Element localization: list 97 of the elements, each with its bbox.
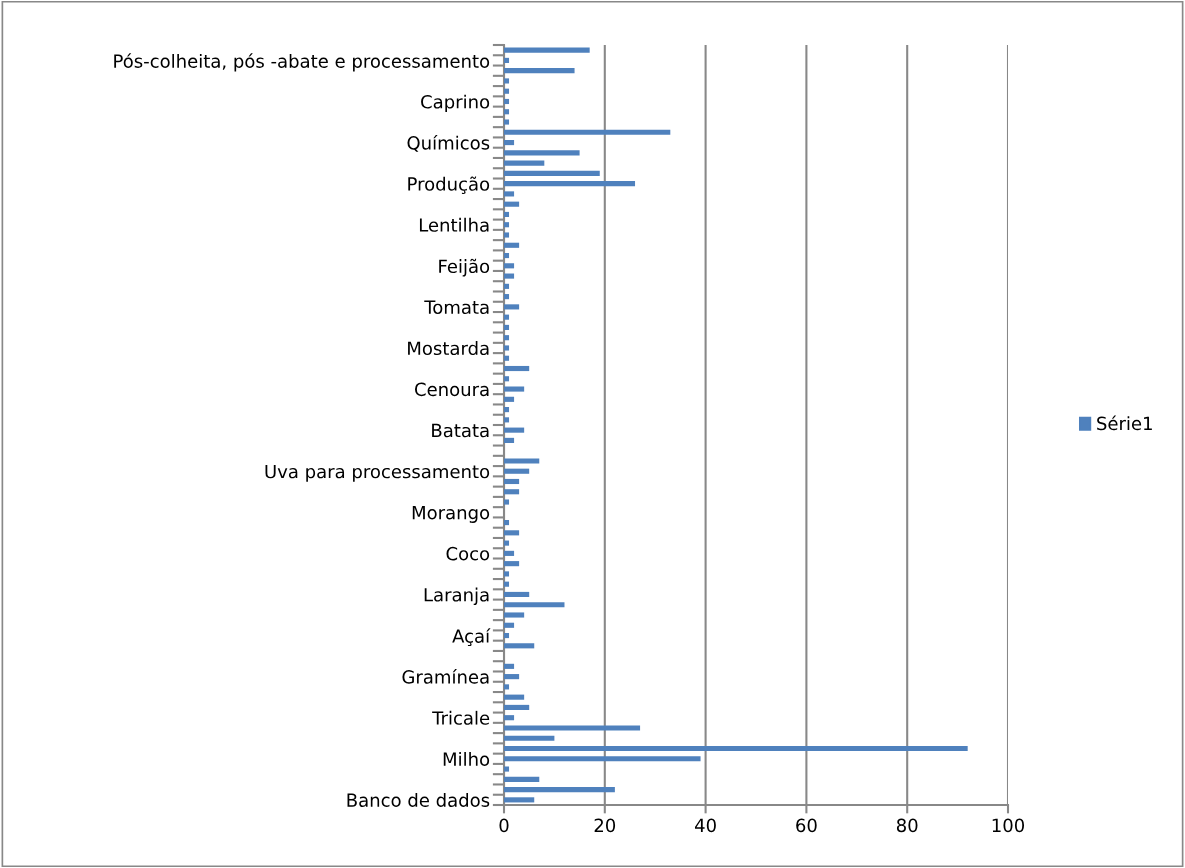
y-tick-label: Produção bbox=[408, 176, 490, 195]
bar bbox=[504, 622, 515, 628]
bar bbox=[504, 386, 525, 392]
x-tick-label: 20 bbox=[594, 818, 616, 833]
bar bbox=[504, 365, 530, 372]
bar bbox=[504, 407, 510, 413]
bar bbox=[504, 181, 636, 187]
bar bbox=[504, 520, 510, 526]
bar bbox=[504, 427, 525, 433]
bar bbox=[504, 47, 590, 53]
y-tick-label: Caprino bbox=[421, 94, 490, 113]
bar bbox=[504, 704, 530, 710]
bar bbox=[504, 602, 565, 608]
y-tick-label: Morango bbox=[412, 505, 490, 523]
bar bbox=[504, 797, 535, 803]
x-tick-label: 100 bbox=[992, 818, 1025, 833]
y-tick-label: Mostarda bbox=[408, 341, 489, 356]
y-tick-label: Banco de dados bbox=[347, 793, 490, 807]
y-tick-label: Feijão bbox=[439, 258, 490, 277]
x-tick-label: 0 bbox=[499, 818, 509, 833]
bar bbox=[504, 561, 520, 567]
bar bbox=[504, 201, 520, 207]
bar bbox=[504, 643, 535, 649]
y-tick-label: Batata bbox=[432, 423, 489, 438]
bar bbox=[504, 417, 510, 423]
bar bbox=[504, 119, 510, 125]
bar bbox=[504, 324, 510, 330]
bar bbox=[504, 242, 520, 248]
bar bbox=[504, 571, 510, 577]
bar bbox=[504, 252, 510, 259]
bar bbox=[504, 550, 515, 556]
bar bbox=[504, 437, 515, 443]
bar bbox=[504, 674, 520, 680]
y-tick-label: Laranja bbox=[424, 587, 489, 606]
bar bbox=[504, 499, 510, 505]
bar bbox=[504, 756, 701, 762]
bar bbox=[504, 150, 580, 156]
y-tick-label: Uva para processamento bbox=[265, 464, 490, 482]
bar bbox=[504, 314, 510, 320]
bar bbox=[504, 355, 510, 361]
bar bbox=[504, 160, 545, 166]
bar bbox=[504, 468, 530, 474]
bar bbox=[504, 273, 515, 279]
bar bbox=[504, 294, 510, 300]
bar bbox=[504, 478, 520, 485]
bar bbox=[504, 222, 510, 228]
y-tick-label: Cenoura bbox=[414, 382, 489, 397]
bar bbox=[504, 376, 510, 382]
bar bbox=[504, 283, 510, 289]
bar bbox=[504, 612, 525, 618]
y-tick-label: Milho bbox=[443, 751, 490, 766]
bar bbox=[504, 191, 515, 197]
bar bbox=[504, 335, 510, 341]
bar bbox=[504, 725, 641, 731]
bar bbox=[504, 78, 510, 84]
legend-label: Série1 bbox=[1097, 415, 1152, 431]
bar bbox=[504, 458, 540, 464]
bar bbox=[504, 766, 510, 772]
bar bbox=[504, 88, 510, 94]
bar bbox=[504, 735, 555, 741]
x-tick-label: 40 bbox=[695, 818, 716, 833]
bar bbox=[504, 232, 510, 238]
bar bbox=[504, 263, 515, 269]
bar bbox=[504, 345, 510, 351]
bar bbox=[504, 591, 530, 598]
x-tick-label: 80 bbox=[896, 818, 918, 833]
bar bbox=[504, 68, 575, 74]
bar bbox=[504, 632, 510, 639]
bar bbox=[504, 663, 515, 669]
y-tick-label: Químicos bbox=[407, 134, 490, 152]
y-tick-label: Lentilha bbox=[419, 217, 489, 232]
bar bbox=[504, 109, 510, 115]
bar bbox=[504, 540, 510, 546]
y-tick-label: Coco bbox=[446, 546, 490, 561]
bar bbox=[504, 140, 515, 146]
y-tick-label: Pós-colheita, pós -abate e processamento bbox=[114, 53, 490, 72]
bar bbox=[504, 57, 510, 63]
bar bbox=[504, 396, 515, 402]
x-tick-label: 60 bbox=[796, 818, 817, 833]
bar bbox=[504, 98, 510, 105]
bar bbox=[504, 211, 510, 218]
y-tick-label: Gramínea bbox=[402, 669, 489, 684]
bar bbox=[504, 776, 540, 782]
bar bbox=[504, 489, 520, 495]
bar bbox=[504, 684, 510, 690]
bar bbox=[504, 745, 968, 752]
bar bbox=[504, 787, 615, 793]
y-tick-label: Açaí bbox=[452, 628, 491, 647]
bar bbox=[504, 304, 520, 310]
bar bbox=[504, 129, 671, 135]
y-tick-label: Tomata bbox=[424, 300, 489, 315]
bar bbox=[504, 694, 525, 700]
bar bbox=[504, 715, 515, 721]
bar bbox=[504, 530, 520, 536]
bar bbox=[504, 581, 510, 587]
y-tick-label: Tricale bbox=[432, 710, 490, 725]
bar bbox=[504, 170, 600, 176]
